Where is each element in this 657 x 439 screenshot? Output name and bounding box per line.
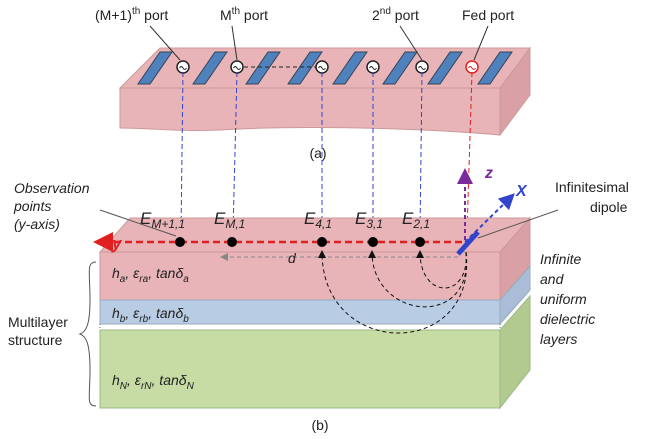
port: [416, 61, 428, 73]
field-subscript: 4,1: [315, 217, 332, 231]
field-subscript: 3,1: [366, 217, 383, 231]
layer-text: , tanδ: [148, 265, 183, 281]
field-label: E2,1: [402, 209, 430, 231]
label-line: points: [13, 198, 51, 214]
field-label: E3,1: [355, 209, 383, 231]
observation-point: [317, 237, 327, 247]
layer-subscript: N: [187, 381, 195, 392]
structure-label: structure: [8, 332, 63, 348]
axis-label: X: [515, 183, 528, 200]
dipole-label: dipole: [590, 199, 628, 215]
observation-point: [368, 237, 378, 247]
caption: (a): [309, 145, 326, 161]
axis-label: y: [111, 234, 123, 253]
field-subscript: 2,1: [412, 217, 430, 231]
dipole-label: Infinitesimal: [555, 179, 629, 195]
field-symbol: E: [304, 209, 316, 228]
label-line: (y-axis): [14, 216, 60, 232]
note-line: layers: [540, 331, 577, 347]
port: [466, 61, 478, 73]
port: [316, 61, 328, 73]
field-symbol: E: [355, 209, 367, 228]
distance-label: d: [288, 250, 297, 266]
figure: (M+1)th port Mth port 2nd port Fed port …: [0, 0, 657, 439]
field-symbol: E: [402, 209, 414, 228]
structure-label: Multilayer: [8, 314, 68, 330]
port-label: Mth port: [220, 6, 268, 23]
layer-text: , ε: [125, 265, 140, 281]
observation-point: [415, 237, 425, 247]
caption: (b): [311, 417, 328, 433]
layer-text: , ε: [127, 372, 142, 388]
field-subscript: M,1: [225, 217, 245, 231]
port-label: 2nd port: [372, 6, 419, 23]
field-symbol: E: [214, 209, 226, 228]
note-line: Infinite: [540, 251, 581, 267]
field-label: EM,1: [214, 209, 245, 231]
note-line: uniform: [540, 291, 587, 307]
layer-text: , ε: [125, 305, 140, 321]
port-label: Fed port: [462, 7, 514, 23]
label-line: Observation: [14, 180, 90, 196]
port-label: (M+1)th port: [95, 6, 168, 23]
field-label: E4,1: [304, 209, 332, 231]
port: [231, 61, 243, 73]
axis-label: z: [484, 165, 493, 182]
layer-text: h: [112, 265, 120, 281]
port: [367, 61, 379, 73]
layers-note: Infinite and uniform dielectric layers: [540, 251, 595, 347]
layer-subscript: b: [183, 314, 189, 325]
port: [177, 61, 189, 73]
layer-text: h: [112, 305, 120, 321]
field-label: EM+1,1: [140, 209, 185, 231]
note-line: dielectric: [540, 311, 595, 327]
observation-point: [175, 237, 185, 247]
brace: [80, 262, 96, 406]
note-line: and: [540, 271, 565, 287]
layer-text: , tanδ: [148, 305, 183, 321]
observation-label: Observation points (y-axis): [13, 180, 90, 232]
layer-text: , tanδ: [152, 372, 187, 388]
field-symbol: E: [140, 209, 152, 228]
layer-subscript: a: [183, 274, 189, 285]
observation-point: [227, 237, 237, 247]
layer-text: h: [112, 372, 120, 388]
